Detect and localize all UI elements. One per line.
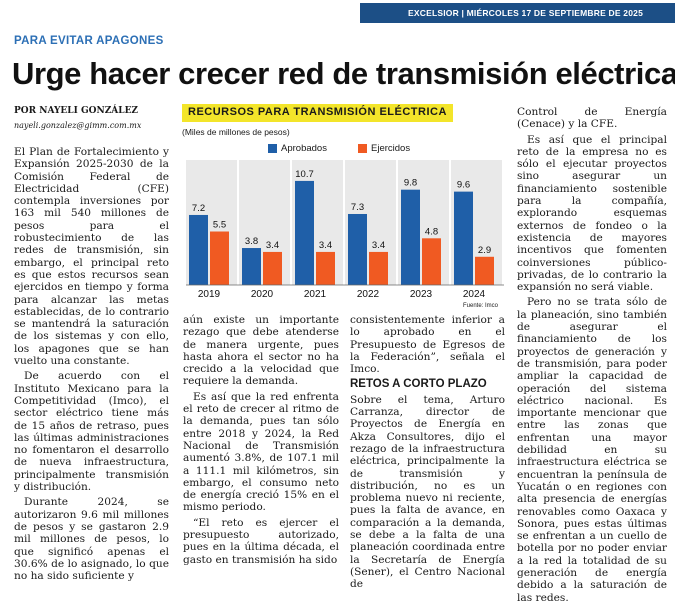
paragraph: De acuerdo con el Instituto Mexicano par…	[14, 370, 169, 494]
bar-aprobados-2024	[454, 191, 473, 285]
data-label: 7.3	[351, 202, 364, 213]
data-label: 9.6	[457, 180, 470, 191]
paragraph: El Plan de Fortalecimiento y Expansión 2…	[14, 146, 169, 368]
legend-swatch-ejercidos	[358, 144, 367, 153]
paragraph: Es así que la red enfrenta el reto de cr…	[183, 390, 339, 514]
chart-units-label: (Miles de millones de pesos)	[182, 127, 290, 137]
chart-title: RECURSOS PARA TRANSMISIÓN ELÉCTRICA	[182, 104, 453, 122]
bar-aprobados-2020	[242, 248, 261, 285]
data-label: 10.7	[295, 169, 314, 180]
paragraph: consistentemente inferior a lo aprobado …	[350, 314, 505, 376]
newspaper-header-bar: EXCELSIOR | MIÉRCOLES 17 DE SEPTIEMBRE D…	[360, 3, 675, 23]
legend-swatch-aprobados	[268, 144, 277, 153]
article-byline: POR NAYELI GONZÁLEZ	[14, 106, 139, 116]
data-label: 4.8	[425, 226, 438, 237]
legend-label-ejercidos: Ejercidos	[371, 143, 411, 154]
section-subhead: RETOS A CORTO PLAZO	[350, 378, 487, 391]
x-tick-label: 2024	[463, 289, 486, 300]
bar-ejercidos-2020	[263, 251, 282, 285]
x-tick-label: 2022	[357, 289, 380, 300]
data-label: 2.9	[478, 245, 491, 256]
legend-label-aprobados: Aprobados	[281, 143, 327, 154]
text-column-3: consistentemente inferior a lo aprobado …	[350, 314, 505, 594]
text-column-1: El Plan de Fortalecimiento y Expansión 2…	[14, 146, 169, 585]
bar-aprobados-2023	[401, 189, 420, 285]
bar-ejercidos-2021	[316, 251, 335, 285]
bar-ejercidos-2019	[210, 231, 229, 285]
paragraph: Sobre el tema, Arturo Carranza, director…	[350, 393, 505, 591]
data-label: 7.2	[192, 203, 205, 214]
paragraph: Durante 2024, se autorizaron 9.6 mil mil…	[14, 496, 169, 583]
paragraph: Control de Energía (Cenace) y la CFE.	[517, 106, 667, 131]
data-label: 9.8	[404, 178, 417, 189]
chart-source: Fuente: Imco	[462, 303, 498, 309]
legend-item-ejercidos: Ejercidos	[358, 143, 410, 154]
x-tick-label: 2023	[410, 289, 433, 300]
bar-aprobados-2019	[189, 214, 208, 285]
text-column-4: Control de Energía (Cenace) y la CFE. Es…	[517, 106, 667, 607]
paragraph: “El reto es ejercer el presupuesto autor…	[183, 516, 339, 566]
bar-ejercidos-2024	[475, 256, 494, 285]
data-label: 3.4	[266, 240, 279, 251]
data-label: 3.4	[372, 240, 385, 251]
text-column-2: aún existe un importante rezago que debe…	[183, 314, 339, 569]
x-tick-label: 2021	[304, 289, 327, 300]
chart-plot-area: 7.2 5.5 2019 3.8 3.4 2020 10.7 3.4 2021 7.3 3.4 202…	[186, 160, 504, 300]
legend-item-aprobados: Aprobados	[268, 143, 327, 154]
bar-aprobados-2022	[348, 213, 367, 285]
paragraph: aún existe un importante rezago que debe…	[183, 314, 339, 388]
bar-ejercidos-2023	[422, 238, 441, 285]
data-label: 5.5	[213, 220, 226, 231]
data-label: 3.4	[319, 240, 332, 251]
x-tick-label: 2019	[198, 289, 221, 300]
bar-ejercidos-2022	[369, 251, 388, 285]
article-headline: Urge hacer crecer red de transmisión elé…	[12, 56, 675, 91]
article-kicker: PARA EVITAR APAGONES	[14, 35, 164, 47]
bar-chart: RECURSOS PARA TRANSMISIÓN ELÉCTRICA (Mil…	[182, 104, 504, 310]
data-label: 3.8	[245, 236, 258, 247]
bar-aprobados-2021	[295, 180, 314, 285]
author-email: nayeli.gonzalez@gimm.com.mx	[14, 121, 142, 130]
x-tick-label: 2020	[251, 289, 274, 300]
header-text: EXCELSIOR | MIÉRCOLES 17 DE SEPTIEMBRE D…	[408, 8, 643, 18]
paragraph: Pero no se trata sólo de la planeación, …	[517, 296, 667, 604]
paragraph: Es así que el principal reto de la empre…	[517, 133, 667, 294]
